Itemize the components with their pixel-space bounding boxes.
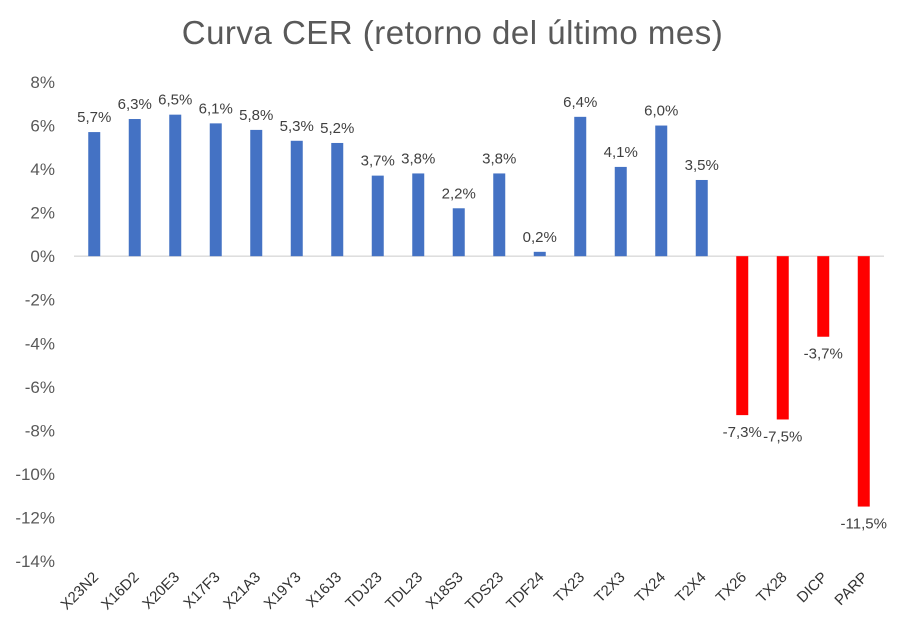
x-tick-label: X19Y3 <box>261 569 305 613</box>
x-tick-label: PARP <box>831 569 871 609</box>
data-label: -7,5% <box>763 428 802 445</box>
y-tick-label: 6% <box>30 117 55 136</box>
data-label: -3,7% <box>804 346 843 363</box>
y-tick-label: 8% <box>30 73 55 92</box>
bar-x16j3 <box>331 142 344 257</box>
x-tick-label: X23N2 <box>58 569 102 613</box>
data-label: -11,5% <box>841 516 887 533</box>
x-tick-label: TDS23 <box>462 569 507 614</box>
data-label: 6,5% <box>158 92 192 109</box>
data-label: 2,2% <box>442 185 476 202</box>
x-tick-label: TDJ23 <box>342 569 385 612</box>
bar-x18s3 <box>452 208 465 257</box>
bar-x21a3 <box>250 129 263 257</box>
y-tick-label: 2% <box>30 204 55 223</box>
data-label: 6,4% <box>563 94 597 111</box>
chart-title: Curva CER (retorno del último mes) <box>181 14 724 51</box>
x-tick-label: X17F3 <box>180 569 223 612</box>
y-tick-label: -12% <box>15 508 55 527</box>
data-label: 3,7% <box>361 153 395 170</box>
bar-x20e3 <box>169 114 182 257</box>
x-tick-label: TDL23 <box>382 569 426 613</box>
bar-tdl23 <box>412 173 425 257</box>
x-tick-label: TX28 <box>753 569 790 606</box>
y-tick-label: -2% <box>25 291 55 310</box>
bar-tdj23 <box>371 175 384 257</box>
y-tick-label: -4% <box>25 334 55 353</box>
y-tick-label: -14% <box>15 552 55 571</box>
data-label: 5,8% <box>239 107 273 124</box>
bar-tx28 <box>776 256 789 420</box>
data-label: 3,8% <box>401 150 435 167</box>
bar-x17f3 <box>209 123 222 257</box>
bar-t2x3 <box>614 166 627 257</box>
data-label: 3,8% <box>482 150 516 167</box>
data-label: -7,3% <box>723 424 762 441</box>
y-tick-label: 0% <box>30 247 55 266</box>
x-tick-label: X16J3 <box>303 569 345 611</box>
bar-tdf24 <box>533 251 546 257</box>
y-tick-label: -6% <box>25 378 55 397</box>
x-tick-label: DICP <box>794 569 831 606</box>
bar-tds23 <box>493 173 506 257</box>
x-tick-label: TDF24 <box>503 569 547 613</box>
x-tick-label: X16D2 <box>98 569 142 613</box>
x-tick-label: T2X4 <box>672 569 709 606</box>
data-label: 4,1% <box>604 144 638 161</box>
x-tick-label: X21A3 <box>220 569 264 613</box>
x-tick-label: T2X3 <box>591 569 628 606</box>
x-tick-label: X18S3 <box>423 569 467 613</box>
data-label: 5,2% <box>320 120 354 137</box>
bar-t2x4 <box>695 179 708 257</box>
y-tick-label: -10% <box>15 465 55 484</box>
data-label: 3,5% <box>685 157 719 174</box>
bar-tx23 <box>574 116 587 257</box>
bar-parp <box>857 256 870 507</box>
bar-x23n2 <box>88 132 101 257</box>
bar-tx26 <box>736 256 749 416</box>
bar-x16d2 <box>128 119 141 257</box>
bar-tx24 <box>655 125 668 257</box>
x-tick-label: TX26 <box>713 569 750 606</box>
x-tick-label: TX24 <box>632 569 669 606</box>
data-label: 6,1% <box>199 100 233 117</box>
x-tick-label: TX23 <box>551 569 588 606</box>
bar-dicp <box>817 256 830 337</box>
data-label: 5,7% <box>77 109 111 126</box>
data-label: 0,2% <box>523 229 557 246</box>
x-tick-label: X20E3 <box>139 569 183 613</box>
y-tick-label: 4% <box>30 160 55 179</box>
data-label: 6,0% <box>644 103 678 120</box>
data-label: 6,3% <box>118 96 152 113</box>
data-label: 5,3% <box>280 118 314 135</box>
bar-x19y3 <box>290 140 303 257</box>
y-tick-label: -8% <box>25 421 55 440</box>
